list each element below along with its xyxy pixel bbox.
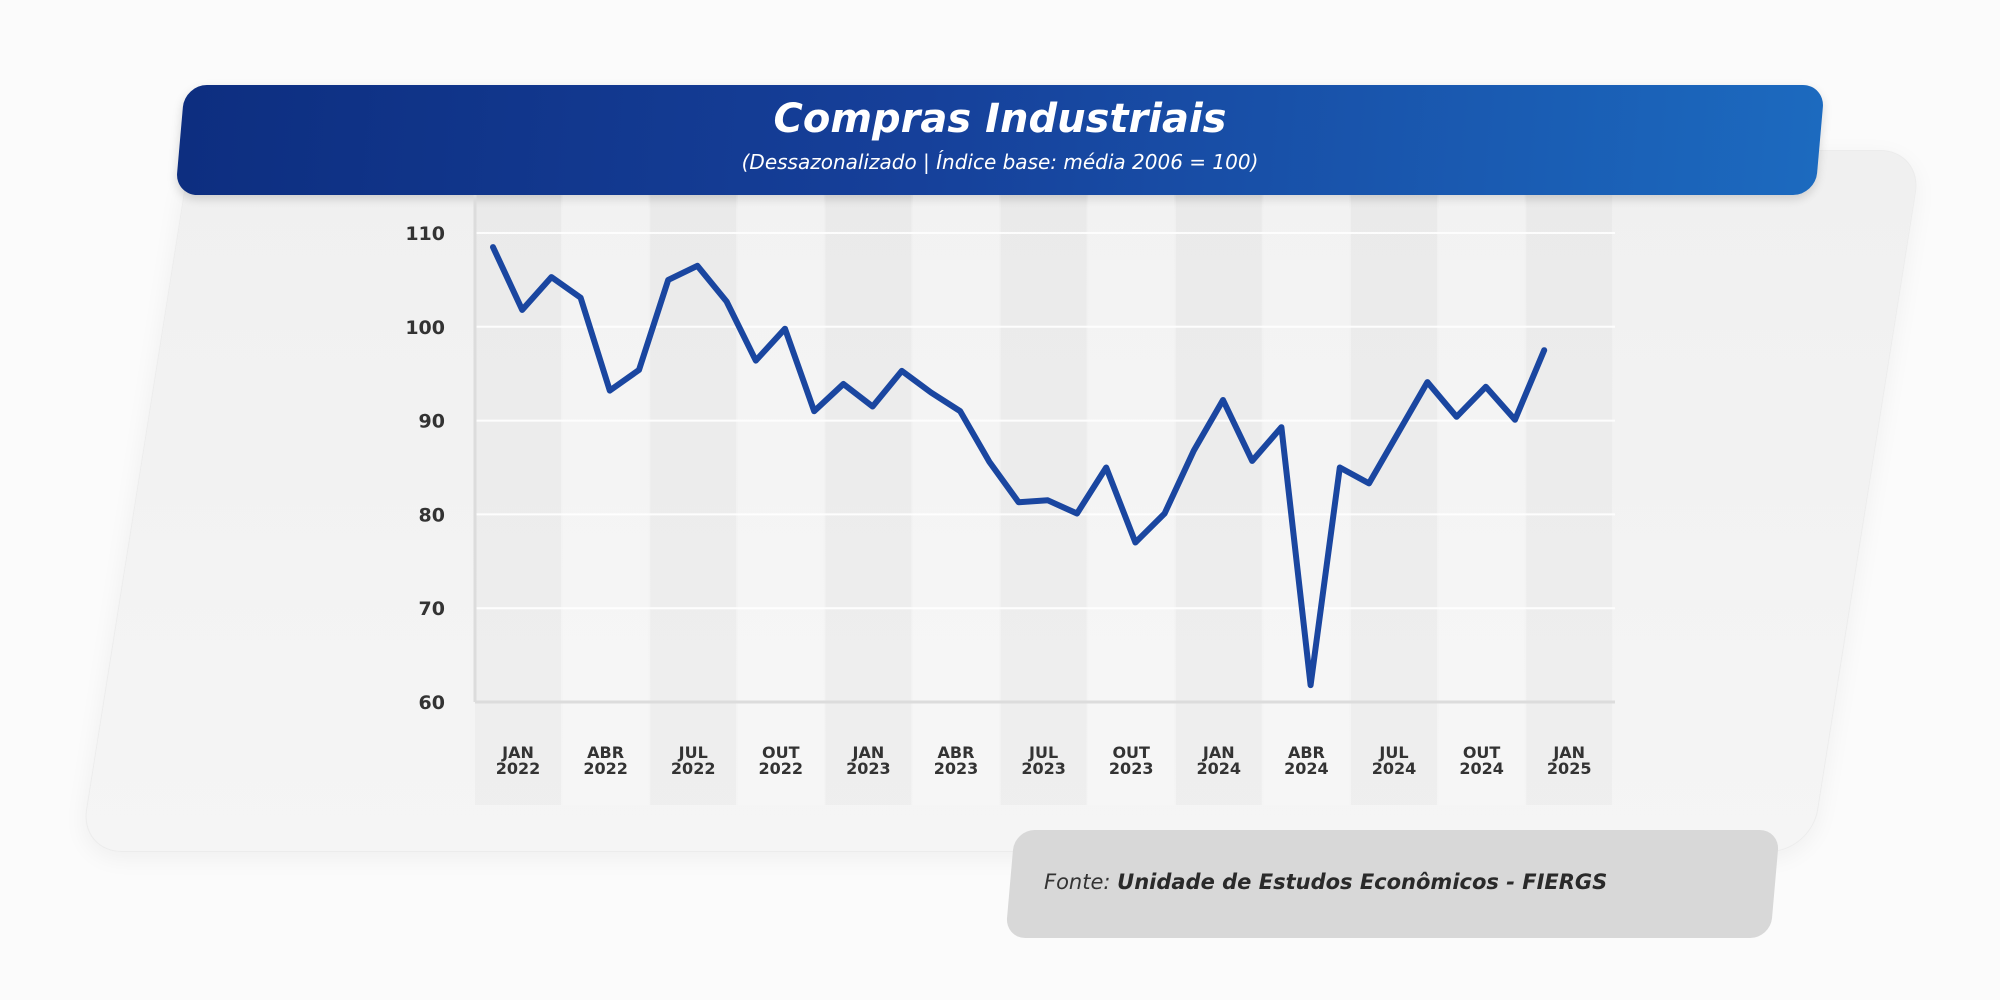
data-point [958, 409, 962, 413]
data-point [812, 409, 816, 413]
x-tick-year: 2022 [759, 759, 804, 778]
data-point [725, 299, 729, 303]
data-point [1046, 498, 1050, 502]
chart-subtitle: (Dessazonalizado | Índice base: média 20… [741, 150, 1259, 174]
x-tick-year: 2022 [496, 759, 541, 778]
x-tick-month: OUT [1463, 743, 1501, 762]
data-point [1425, 380, 1429, 384]
source-name: Unidade de Estudos Econômicos - FIERGS [1117, 870, 1608, 894]
x-tick-year: 2022 [583, 759, 628, 778]
data-point [900, 369, 904, 373]
x-tick-month: OUT [762, 743, 800, 762]
data-point [1221, 398, 1225, 402]
data-point [549, 275, 553, 279]
x-tick-year: 2024 [1284, 759, 1329, 778]
chart-title: Compras Industriais [773, 96, 1227, 142]
data-point [841, 382, 845, 386]
data-point [520, 308, 524, 312]
data-point [1309, 683, 1313, 687]
data-point [491, 245, 495, 249]
data-point [1104, 466, 1108, 469]
x-tick-month: JUL [678, 743, 708, 762]
data-point [987, 460, 991, 464]
data-point [929, 390, 933, 394]
y-tick-label: 100 [405, 317, 445, 339]
data-point [666, 278, 670, 282]
data-point [1075, 511, 1079, 515]
data-point [783, 327, 787, 331]
quarter-band [1438, 195, 1525, 805]
data-point [871, 405, 875, 409]
quarter-band [1176, 195, 1262, 805]
data-point [1133, 541, 1137, 545]
x-tick-month: ABR [938, 743, 975, 762]
x-tick-year: 2024 [1372, 759, 1417, 778]
data-point [1455, 415, 1459, 419]
x-tick-month: JAN [1202, 743, 1235, 762]
quarter-band [737, 195, 824, 805]
data-point [1017, 500, 1021, 504]
quarter-band [475, 195, 561, 805]
data-point [1279, 425, 1283, 429]
x-tick-year: 2024 [1197, 759, 1242, 778]
x-tick-year: 2022 [671, 759, 716, 778]
data-point [695, 264, 699, 268]
data-point [1163, 511, 1167, 515]
data-point [1250, 459, 1254, 463]
data-point [1338, 466, 1342, 469]
x-tick-month: JUL [1028, 743, 1058, 762]
quarter-band [1351, 195, 1437, 805]
x-tick-month: JUL [1378, 743, 1408, 762]
quarter-band [1526, 195, 1612, 805]
data-point [1542, 348, 1546, 352]
x-tick-year: 2024 [1459, 759, 1504, 778]
data-point [1367, 481, 1371, 485]
source-prefix: Fonte: [1044, 870, 1111, 894]
data-point [1484, 385, 1488, 389]
data-point [637, 368, 641, 372]
y-tick-label: 70 [419, 598, 445, 620]
data-point [579, 296, 583, 300]
x-tick-month: OUT [1112, 743, 1150, 762]
quarter-band [562, 195, 649, 805]
y-tick-label: 60 [419, 692, 445, 714]
x-tick-month: ABR [587, 743, 624, 762]
quarter-band [1088, 195, 1175, 805]
x-tick-month: JAN [852, 743, 885, 762]
x-tick-month: JAN [1552, 743, 1585, 762]
data-point [1396, 431, 1400, 435]
x-tick-year: 2023 [1021, 759, 1066, 778]
data-point [1513, 418, 1517, 422]
quarter-band [913, 195, 999, 805]
x-tick-year: 2025 [1547, 759, 1592, 778]
x-tick-year: 2023 [846, 759, 891, 778]
x-tick-year: 2023 [1109, 759, 1154, 778]
x-tick-month: ABR [1288, 743, 1325, 762]
y-tick-label: 80 [419, 504, 445, 526]
data-point [1192, 449, 1196, 453]
y-tick-label: 110 [405, 223, 445, 245]
x-tick-month: JAN [501, 743, 534, 762]
source-note: Fonte: Unidade de Estudos Econômicos - F… [1044, 870, 1607, 894]
data-point [754, 359, 758, 363]
x-tick-year: 2023 [934, 759, 979, 778]
y-tick-label: 90 [419, 411, 445, 433]
data-point [608, 389, 612, 393]
quarter-band [825, 195, 911, 805]
